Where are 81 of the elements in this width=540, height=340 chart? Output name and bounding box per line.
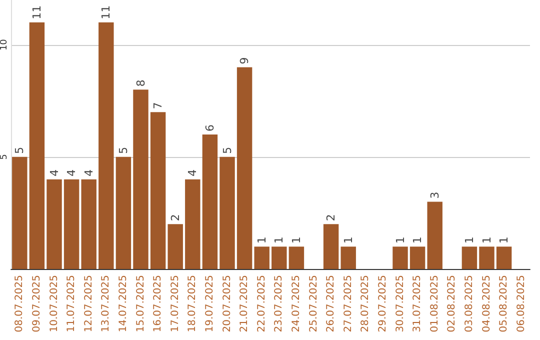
x-tick-label: 04.08.2025 xyxy=(481,275,492,332)
y-tick-label: 10 xyxy=(0,38,10,51)
x-tick-label: 24.07.2025 xyxy=(290,275,302,332)
bar xyxy=(323,224,339,269)
data-label: 3 xyxy=(428,192,442,199)
x-tick-label: 22.07.2025 xyxy=(256,275,268,332)
x-tick-label: 25.07.2025 xyxy=(308,275,320,332)
bar xyxy=(272,246,287,269)
x-tick-label: 13.07.2025 xyxy=(100,275,112,332)
data-label: 2 xyxy=(168,214,182,222)
bar xyxy=(29,22,45,269)
data-label: 4 xyxy=(82,169,96,176)
bar xyxy=(98,22,114,269)
bar xyxy=(236,67,252,269)
data-label: 4 xyxy=(48,169,61,176)
bar xyxy=(340,246,356,269)
x-tick-label: 12.07.2025 xyxy=(83,275,94,332)
x-tick-label: 19.07.2025 xyxy=(204,275,216,332)
x-tick-label: 30.07.2025 xyxy=(394,275,406,332)
bar xyxy=(150,112,166,269)
bar xyxy=(46,179,62,269)
x-tick-label: 01.08.2025 xyxy=(429,275,440,332)
bar xyxy=(427,202,442,269)
x-tick-label: 09.07.2025 xyxy=(31,275,42,332)
x-tick-label: 21.07.2025 xyxy=(239,275,250,332)
data-label: 7 xyxy=(152,102,165,110)
bar xyxy=(168,224,183,269)
x-tick-label: 26.07.2025 xyxy=(326,275,337,332)
data-label: 5 xyxy=(13,146,26,154)
bar xyxy=(81,179,96,269)
data-label: 9 xyxy=(238,57,252,64)
bar xyxy=(185,179,200,269)
x-tick-label: 31.07.2025 xyxy=(412,275,424,332)
x-tick-label: 18.07.2025 xyxy=(187,275,198,332)
bar xyxy=(462,246,478,269)
bar xyxy=(410,246,426,269)
data-label: 5 xyxy=(220,146,234,154)
x-tick-label: 11.07.2025 xyxy=(66,275,78,332)
bar xyxy=(479,246,494,269)
data-label: 1 xyxy=(462,236,476,244)
x-tick-label: 16.07.2025 xyxy=(152,275,164,332)
data-label: 1 xyxy=(411,236,424,244)
bar xyxy=(496,246,512,269)
data-label: 1 xyxy=(342,236,355,244)
data-label: 11 xyxy=(100,5,113,20)
data-label: 6 xyxy=(203,124,216,132)
x-tick-label: 14.07.2025 xyxy=(118,275,129,332)
x-tick-label: 06.08.2025 xyxy=(516,275,527,332)
bar xyxy=(64,179,80,269)
x-tick-label: 23.07.2025 xyxy=(274,275,285,332)
data-label: 2 xyxy=(324,214,338,222)
x-tick-label: 08.07.2025 xyxy=(14,275,26,332)
bar xyxy=(392,246,408,269)
data-label: 4 xyxy=(65,169,78,176)
x-tick-label: 05.08.2025 xyxy=(498,275,510,332)
data-label: 4 xyxy=(186,169,200,176)
x-tick-label: 17.07.2025 xyxy=(170,275,181,332)
data-label: 5 xyxy=(116,146,130,154)
x-tick-label: 28.07.2025 xyxy=(360,275,372,332)
bar xyxy=(116,156,132,269)
data-label: 11 xyxy=(30,5,44,20)
bar xyxy=(12,156,28,269)
x-tick-label: 02.08.2025 xyxy=(446,275,458,332)
data-label: 1 xyxy=(290,236,303,244)
data-label: 1 xyxy=(394,236,407,244)
bar xyxy=(220,156,235,269)
x-tick-label: 10.07.2025 xyxy=(48,275,60,332)
bar xyxy=(202,134,218,269)
data-label: 1 xyxy=(272,236,286,244)
data-label: 1 xyxy=(255,236,268,244)
bar xyxy=(288,246,304,269)
bar xyxy=(133,90,148,269)
data-label: 1 xyxy=(480,236,494,244)
x-tick-label: 29.07.2025 xyxy=(377,275,388,332)
x-tick-label: 03.08.2025 xyxy=(464,275,475,332)
x-tick-label: 20.07.2025 xyxy=(222,275,233,332)
bar xyxy=(254,246,270,269)
x-tick-label: 27.07.2025 xyxy=(342,275,354,332)
x-tick-label: 15.07.2025 xyxy=(135,275,146,332)
data-label: 1 xyxy=(498,236,511,244)
data-label: 8 xyxy=(134,80,148,87)
